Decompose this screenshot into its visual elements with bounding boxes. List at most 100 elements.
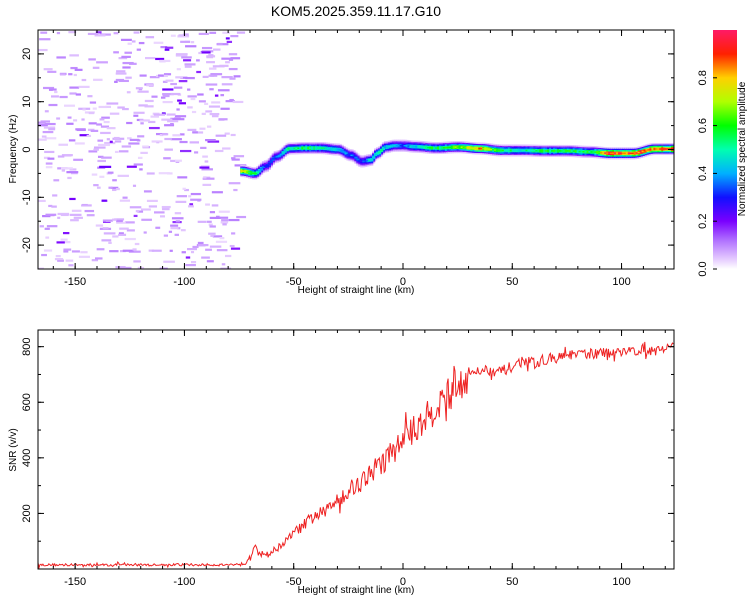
- noise-dot: [98, 105, 107, 109]
- noise-dot: [45, 166, 53, 169]
- noise-dot: [129, 138, 140, 142]
- noise-dot: [225, 254, 232, 258]
- top-y-tick-label: 20: [21, 48, 33, 60]
- noise-dot: [122, 249, 134, 252]
- track-cell: [484, 148, 488, 150]
- track-cell: [452, 146, 456, 148]
- noise-dot: [190, 251, 195, 254]
- track-cell: [425, 146, 429, 149]
- noise-dot: [119, 227, 129, 230]
- track-cell: [639, 151, 643, 153]
- noise-dot: [41, 135, 47, 138]
- noise-dot: [60, 213, 69, 217]
- track-cell: [623, 152, 628, 155]
- track-cell: [490, 148, 494, 151]
- noise-dot: [230, 133, 236, 137]
- track-cell: [257, 169, 262, 172]
- track-cell: [393, 144, 397, 147]
- top-y-tick-label: -10: [21, 189, 33, 205]
- noise-dot: [53, 179, 60, 182]
- noise-dot: [220, 107, 230, 110]
- noise-dot: [202, 177, 215, 180]
- track-cell: [468, 147, 472, 149]
- noise-dot: [102, 219, 114, 222]
- noise-dot: [138, 104, 148, 107]
- noise-dot: [221, 263, 226, 266]
- track-cell: [442, 147, 447, 149]
- noise-dot: [228, 53, 238, 56]
- noise-dot: [121, 55, 131, 58]
- noise-dot: [116, 219, 123, 223]
- noise-dot: [214, 94, 219, 97]
- noise-dot: [205, 248, 212, 251]
- track-cell: [598, 151, 602, 154]
- track-cell: [326, 147, 331, 150]
- noise-dot: [48, 88, 57, 91]
- track-cell: [279, 153, 283, 156]
- track-cell: [322, 147, 327, 149]
- track-cell: [554, 150, 559, 152]
- noise-dot: [63, 248, 72, 251]
- noise-dot: [106, 102, 119, 105]
- track-cell: [381, 147, 386, 150]
- noise-dot: [82, 108, 86, 111]
- noise-dot: [69, 197, 76, 201]
- noise-dot: [146, 172, 155, 175]
- noise-dot: [101, 199, 107, 202]
- noise-dot: [101, 116, 110, 119]
- noise-dot: [176, 195, 188, 198]
- track-cell: [307, 147, 311, 149]
- track-cell: [523, 149, 527, 152]
- noise-dot: [162, 94, 170, 98]
- noise-dot: [112, 188, 117, 192]
- track-cell: [586, 151, 590, 153]
- track-cell: [625, 152, 629, 155]
- noise-dot: [187, 95, 197, 98]
- noise-dot: [231, 158, 240, 161]
- noise-dot: [70, 219, 79, 222]
- noise-dot: [43, 156, 50, 159]
- noise-dot: [163, 157, 171, 160]
- noise-dot: [122, 107, 129, 111]
- track-cell: [494, 149, 498, 151]
- noise-dot: [162, 100, 173, 104]
- noise-dot: [67, 116, 72, 119]
- noise-dot: [97, 159, 106, 163]
- noise-dot: [134, 242, 140, 246]
- noise-dot: [160, 46, 168, 49]
- noise-dot: [177, 35, 190, 38]
- noise-dot: [197, 93, 204, 96]
- noise-dot: [187, 88, 191, 91]
- track-cell: [413, 145, 417, 148]
- noise-dot: [139, 74, 147, 77]
- noise-dot: [66, 171, 79, 174]
- noise-dot: [151, 140, 163, 143]
- track-cell: [342, 151, 346, 153]
- noise-dot: [86, 134, 92, 138]
- noise-dot: [221, 83, 233, 86]
- track-cell: [556, 150, 561, 152]
- track-cell: [409, 145, 413, 148]
- noise-dot: [69, 86, 80, 89]
- noise-dot: [155, 57, 165, 61]
- noise-dot: [40, 120, 51, 123]
- noise-dot: [112, 235, 119, 238]
- noise-dot: [56, 31, 61, 35]
- track-cell: [464, 146, 468, 149]
- noise-dot: [185, 256, 191, 259]
- noise-dot: [202, 183, 212, 187]
- track-cell: [562, 150, 567, 152]
- noise-dot: [170, 138, 182, 141]
- track-cell: [360, 160, 364, 163]
- signal-track: [240, 139, 674, 180]
- noise-dot: [218, 210, 230, 213]
- track-cell: [627, 152, 631, 155]
- noise-dot: [119, 199, 131, 202]
- noise-dot: [208, 223, 213, 226]
- track-cell: [476, 147, 480, 150]
- track-cell: [582, 151, 586, 153]
- track-cell: [275, 155, 279, 158]
- noise-dot: [206, 125, 212, 128]
- noise-dot: [175, 53, 188, 56]
